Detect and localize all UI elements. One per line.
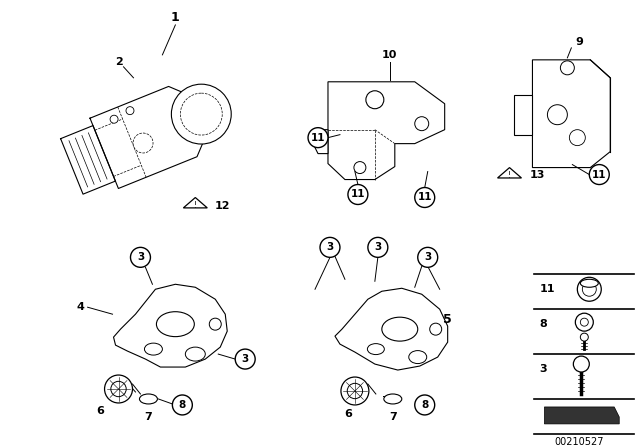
- Text: 7: 7: [389, 412, 397, 422]
- Text: 8: 8: [540, 319, 547, 329]
- Ellipse shape: [145, 343, 163, 355]
- Circle shape: [348, 185, 368, 204]
- Text: 8: 8: [179, 400, 186, 410]
- Circle shape: [415, 116, 429, 131]
- Ellipse shape: [186, 347, 205, 361]
- Text: 11: 11: [417, 193, 432, 202]
- Text: 7: 7: [145, 412, 152, 422]
- Circle shape: [589, 164, 609, 185]
- Text: 11: 11: [540, 284, 555, 294]
- Text: 12: 12: [214, 202, 230, 211]
- Circle shape: [366, 91, 384, 109]
- Circle shape: [131, 247, 150, 267]
- Text: !: !: [194, 201, 197, 210]
- Text: 4: 4: [77, 302, 84, 312]
- Circle shape: [172, 84, 231, 144]
- Text: 6: 6: [344, 409, 352, 419]
- Text: 3: 3: [241, 354, 249, 364]
- Circle shape: [570, 129, 586, 146]
- Circle shape: [561, 61, 574, 75]
- Circle shape: [368, 237, 388, 257]
- Text: 5: 5: [444, 313, 452, 326]
- Polygon shape: [328, 82, 445, 180]
- Circle shape: [320, 237, 340, 257]
- Ellipse shape: [384, 394, 402, 404]
- Circle shape: [577, 277, 601, 301]
- Circle shape: [580, 333, 588, 341]
- Circle shape: [547, 105, 568, 125]
- Polygon shape: [113, 284, 227, 367]
- Ellipse shape: [156, 312, 195, 336]
- Circle shape: [104, 375, 132, 403]
- Circle shape: [110, 115, 118, 123]
- Ellipse shape: [580, 279, 598, 287]
- Circle shape: [236, 349, 255, 369]
- Circle shape: [308, 128, 328, 148]
- Circle shape: [209, 318, 221, 330]
- Text: 3: 3: [540, 364, 547, 374]
- Text: 10: 10: [382, 50, 397, 60]
- Circle shape: [133, 133, 153, 153]
- Text: 2: 2: [115, 57, 122, 67]
- Circle shape: [582, 282, 596, 296]
- Text: 3: 3: [424, 252, 431, 263]
- Circle shape: [341, 377, 369, 405]
- Ellipse shape: [409, 351, 427, 364]
- Polygon shape: [497, 168, 522, 178]
- Ellipse shape: [140, 394, 157, 404]
- Polygon shape: [335, 288, 447, 370]
- Ellipse shape: [367, 344, 385, 354]
- Text: 1: 1: [171, 12, 180, 25]
- Text: 11: 11: [351, 190, 365, 199]
- Circle shape: [580, 318, 588, 326]
- Circle shape: [415, 395, 435, 415]
- Text: 8: 8: [421, 400, 428, 410]
- Circle shape: [429, 323, 442, 335]
- Polygon shape: [532, 60, 611, 168]
- Circle shape: [415, 188, 435, 207]
- Circle shape: [126, 107, 134, 115]
- Text: 13: 13: [529, 169, 545, 180]
- Ellipse shape: [382, 317, 418, 341]
- Circle shape: [111, 381, 126, 396]
- Circle shape: [172, 395, 193, 415]
- Text: 00210527: 00210527: [555, 437, 604, 447]
- Polygon shape: [515, 95, 532, 135]
- Circle shape: [418, 247, 438, 267]
- Polygon shape: [545, 407, 620, 424]
- Text: 3: 3: [326, 242, 333, 252]
- Circle shape: [354, 162, 366, 173]
- Text: 6: 6: [97, 406, 104, 416]
- Circle shape: [575, 313, 593, 331]
- Text: 9: 9: [575, 37, 583, 47]
- Text: 11: 11: [311, 133, 325, 142]
- Polygon shape: [312, 129, 328, 154]
- Circle shape: [348, 383, 363, 399]
- Text: 3: 3: [374, 242, 381, 252]
- Text: !: !: [508, 171, 511, 180]
- Circle shape: [180, 93, 222, 135]
- Circle shape: [573, 356, 589, 372]
- Text: 3: 3: [137, 252, 144, 263]
- Text: 11: 11: [592, 169, 607, 180]
- Polygon shape: [183, 198, 207, 208]
